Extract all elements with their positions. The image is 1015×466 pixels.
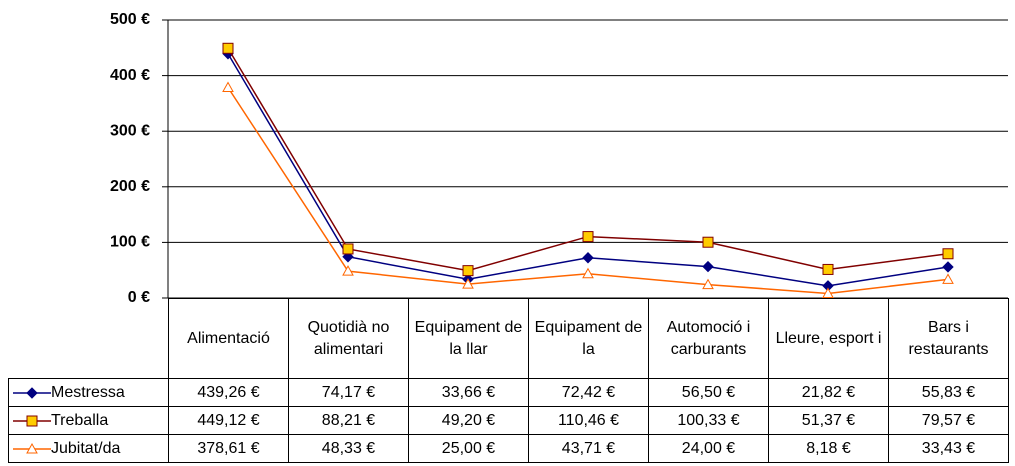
legend-cell: Mestressa: [8, 378, 169, 407]
value-cell: 72,42 €: [528, 378, 649, 407]
legend-swatch: [13, 386, 51, 399]
value-cell: 88,21 €: [288, 406, 409, 435]
y-tick-label: 500 €: [110, 11, 150, 28]
y-tick-label: 0 €: [128, 289, 150, 306]
marker: [702, 236, 714, 248]
value-cell: 8,18 €: [768, 434, 889, 463]
value-cell: 33,43 €: [888, 434, 1009, 463]
marker: [342, 251, 354, 263]
value-cell: 439,26 €: [168, 378, 289, 407]
marker: [822, 287, 834, 298]
value-cell: 74,17 €: [288, 378, 409, 407]
value-cell: 51,37 €: [768, 406, 889, 435]
value-cell: 48,33 €: [288, 434, 409, 463]
value-cell: 56,50 €: [648, 378, 769, 407]
y-tick-label: 100 €: [110, 234, 150, 251]
category-label: Lleure, esport i: [768, 298, 889, 379]
legend-label: Treballa: [51, 411, 109, 429]
marker: [942, 261, 954, 273]
value-cell: 25,00 €: [408, 434, 529, 463]
marker: [942, 248, 954, 260]
value-cell: 43,71 €: [528, 434, 649, 463]
y-tick-label: 200 €: [110, 178, 150, 195]
marker: [26, 415, 38, 426]
value-cell: 49,20 €: [408, 406, 529, 435]
y-tick-label: 400 €: [110, 67, 150, 84]
value-cell: 449,12 €: [168, 406, 289, 435]
category-label: Alimentació: [168, 298, 289, 379]
marker: [702, 260, 714, 273]
value-cell: 100,33 €: [648, 406, 769, 435]
category-label: Bars i restaurants: [888, 298, 1009, 379]
marker: [222, 81, 234, 92]
marker: [342, 243, 354, 255]
legend-label: Jubitat/da: [51, 439, 121, 457]
marker: [702, 278, 714, 290]
y-tick-label: 300 €: [110, 122, 150, 139]
legend-cell: Treballa: [8, 406, 169, 435]
marker: [582, 231, 594, 243]
category-label: Equipament de la: [528, 298, 649, 379]
marker: [462, 278, 474, 289]
value-cell: 79,57 €: [888, 406, 1009, 435]
value-cell: 110,46 €: [528, 406, 649, 435]
marker: [942, 273, 954, 284]
category-label: Automoció i carburants: [648, 298, 769, 379]
marker: [822, 263, 834, 275]
legend-swatch: [13, 415, 51, 426]
marker: [26, 386, 38, 399]
value-cell: 21,82 €: [768, 378, 889, 407]
series-line: [227, 53, 949, 287]
value-cell: 378,61 €: [168, 434, 289, 463]
value-cell: 24,00 €: [648, 434, 769, 463]
marker: [342, 265, 354, 276]
marker: [582, 252, 594, 264]
category-label: Equipament de la llar: [408, 298, 529, 379]
value-cell: 55,83 €: [888, 378, 1009, 407]
legend-cell: Jubitat/da: [8, 434, 169, 463]
legend-label: Mestressa: [51, 383, 125, 401]
legend-swatch: [13, 442, 51, 453]
marker: [26, 442, 38, 453]
marker: [582, 267, 594, 279]
marker: [222, 42, 234, 54]
marker: [462, 265, 474, 277]
value-cell: 33,66 €: [408, 378, 529, 407]
category-label: Quotidià no alimentari: [288, 298, 409, 379]
